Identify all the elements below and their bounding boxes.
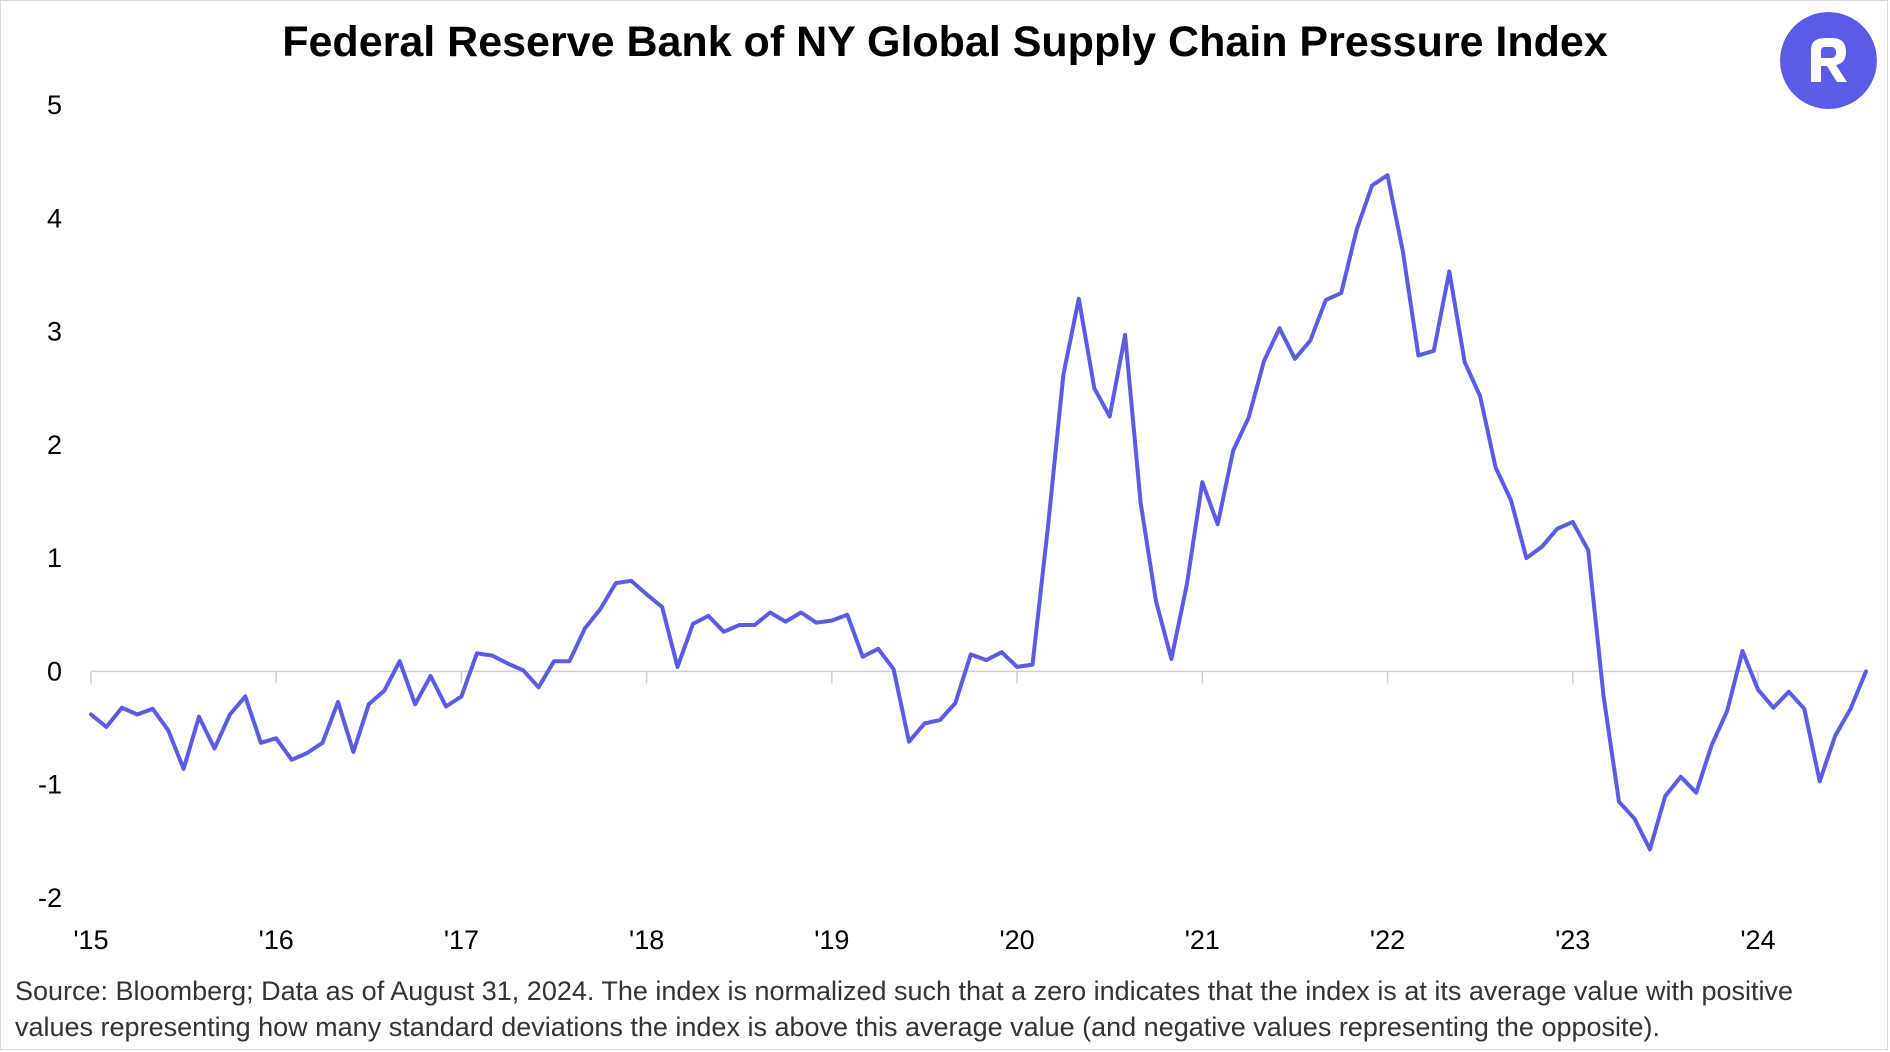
x-axis: '15 '16 '17 '18 '19 '20 '21 '22 '23 '24 xyxy=(73,925,1775,955)
x-tick-label: '21 xyxy=(1185,925,1220,955)
y-tick-label: 2 xyxy=(47,430,62,460)
source-footnote: Source: Bloomberg; Data as of August 31,… xyxy=(15,976,1794,1042)
x-tick-label: '17 xyxy=(444,925,479,955)
series-line xyxy=(89,173,1868,852)
zero-axis-line xyxy=(90,670,1866,684)
y-axis: 5 4 3 2 1 0 -1 -2 xyxy=(38,90,62,913)
x-tick-label: '19 xyxy=(814,925,849,955)
y-tick-label: 0 xyxy=(47,656,62,686)
y-tick-label: 5 xyxy=(47,90,62,120)
x-tick-label: '22 xyxy=(1370,925,1405,955)
y-tick-label: 1 xyxy=(47,543,62,573)
line-chart: 5 4 3 2 1 0 -1 -2 '15 '16 '17 '18 '19 '20 '21 '22 '23 '2… xyxy=(38,90,1868,955)
y-tick-label: 4 xyxy=(47,203,62,233)
y-tick-label: 3 xyxy=(47,317,62,347)
series-layer xyxy=(89,173,1868,852)
y-tick-label: -2 xyxy=(38,883,62,913)
y-tick-label: -1 xyxy=(38,770,62,800)
x-tick-label: '18 xyxy=(629,925,664,955)
x-tick-label: '16 xyxy=(259,925,294,955)
rally-r-logo-icon xyxy=(1780,12,1877,109)
x-tick-label: '24 xyxy=(1740,925,1775,955)
x-tick-label: '20 xyxy=(999,925,1034,955)
x-tick-label: '23 xyxy=(1555,925,1590,955)
chart-title: Federal Reserve Bank of NY Global Supply… xyxy=(282,18,1608,66)
x-tick-label: '15 xyxy=(73,925,108,955)
